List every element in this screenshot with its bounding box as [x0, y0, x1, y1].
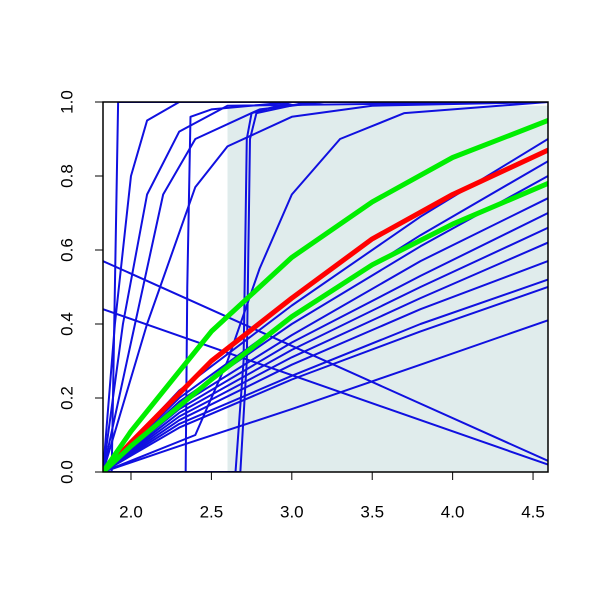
series-line	[103, 102, 548, 472]
series-line	[103, 102, 548, 472]
series-line	[103, 180, 548, 472]
x-tick-label: 4.0	[441, 502, 465, 521]
y-tick-label: 1.0	[57, 90, 76, 114]
series-line	[103, 308, 548, 466]
series-line	[103, 260, 548, 462]
series-line	[103, 102, 548, 472]
series-line	[103, 226, 548, 472]
series-line	[103, 241, 548, 472]
series-line	[103, 286, 548, 472]
series-line	[103, 278, 548, 472]
y-tick-label: 0.2	[57, 386, 76, 410]
series-line	[103, 118, 548, 472]
y-tick-label: 0.0	[57, 460, 76, 484]
x-tick-label: 3.0	[280, 502, 304, 521]
series-line	[103, 102, 548, 472]
series-line	[103, 102, 548, 472]
plot-area	[103, 102, 548, 472]
x-tick-label: 2.0	[119, 502, 143, 521]
series-line	[103, 102, 548, 472]
series-line	[103, 260, 548, 472]
y-tick-label: 0.6	[57, 238, 76, 262]
x-tick-label: 2.5	[200, 502, 224, 521]
x-tick-label: 4.5	[521, 502, 545, 521]
x-tick-label: 3.5	[360, 502, 384, 521]
axes: 2.0 2.5 3.0 3.5 4.0 4.5 0.0 0.2 0.4 0.6 0.8 1.0	[57, 90, 544, 521]
series-line	[103, 147, 548, 472]
plot-frame	[102, 101, 549, 473]
shaded-region	[227, 105, 548, 472]
series-line	[103, 102, 548, 472]
y-tick-label: 0.4	[57, 312, 76, 336]
series-line	[103, 319, 548, 472]
y-tick-label: 0.8	[57, 164, 76, 188]
